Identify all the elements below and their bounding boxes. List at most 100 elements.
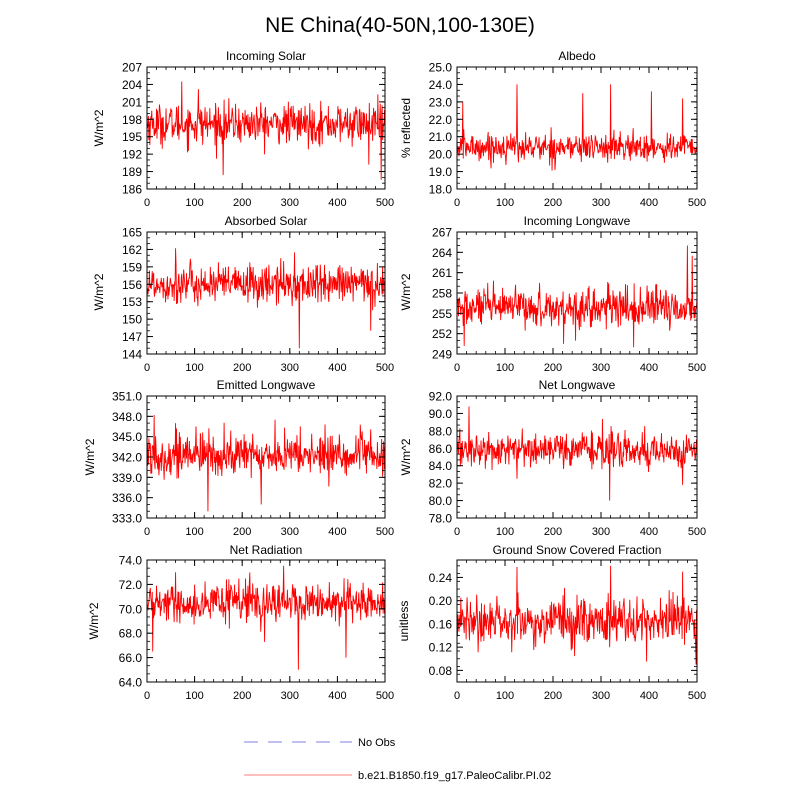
y-tick-label: 18.0 (429, 183, 453, 197)
y-tick-label: 144 (122, 348, 142, 362)
y-tick-label: 74.0 (119, 554, 143, 568)
panel-plot-2: 144 147 150 153 156 159 162 165 0 100 200 300 400 500 (122, 226, 394, 375)
x-tick-label: 200 (544, 362, 562, 374)
x-tick-label: 100 (185, 197, 203, 209)
x-tick-label: 500 (376, 526, 394, 538)
y-tick-label: 156 (122, 278, 142, 292)
x-tick-label: 400 (328, 526, 346, 538)
panel-absorbed-solar: Absorbed Solar W/m^2 (92, 214, 307, 310)
x-tick-label: 100 (185, 526, 203, 538)
panel-incoming-longwave: Incoming Longwave W/m^2 (399, 214, 631, 310)
y-tick-label: 20.0 (429, 148, 453, 162)
x-tick-label: 400 (328, 690, 346, 702)
y-tick-label: 249 (432, 348, 452, 362)
y-tick-label: 23.0 (429, 95, 453, 109)
x-tick-label: 0 (454, 690, 460, 702)
x-tick-label: 400 (328, 362, 346, 374)
x-tick-label: 400 (328, 197, 346, 209)
x-tick-label: 400 (640, 690, 658, 702)
y-tick-label: 201 (122, 95, 142, 109)
series-line (456, 565, 698, 665)
y-tick-label: 88.0 (429, 424, 453, 438)
panel-title: Net Longwave (539, 378, 616, 392)
y-tick-label: 198 (122, 113, 142, 127)
y-tick-label: 264 (432, 246, 452, 260)
y-tick-label: 19.0 (429, 165, 453, 179)
panel-emitted-longwave: Emitted Longwave W/m^2 (83, 378, 316, 475)
x-tick-label: 500 (688, 690, 706, 702)
y-tick-label: 159 (122, 260, 142, 274)
x-tick-label: 300 (281, 526, 299, 538)
y-axis-label: W/m^2 (92, 273, 106, 310)
y-tick-label: 84.0 (429, 459, 453, 473)
panel-plot-7: 0.08 0.12 0.16 0.20 0.24 0 100 200 300 400 500 (429, 559, 706, 702)
x-tick-label: 0 (144, 526, 150, 538)
y-axis-label: W/m^2 (87, 602, 101, 639)
y-tick-label: 189 (122, 165, 142, 179)
panel-title: Net Radiation (230, 543, 303, 557)
x-tick-label: 500 (376, 690, 394, 702)
x-tick-label: 100 (185, 690, 203, 702)
y-tick-label: 72.0 (119, 578, 143, 592)
x-tick-label: 500 (688, 526, 706, 538)
y-tick-label: 267 (432, 226, 452, 240)
y-tick-label: 78.0 (429, 512, 453, 526)
y-tick-label: 204 (122, 78, 142, 92)
legend: No Obs b.e21.B1850.f19_g17.PaleoCalibr.P… (244, 737, 551, 782)
y-tick-label: 333.0 (112, 512, 142, 526)
x-tick-label: 400 (640, 526, 658, 538)
x-tick-label: 100 (496, 690, 514, 702)
plot-frame (146, 559, 386, 683)
panel-net-radiation: Net Radiation W/m^2 (87, 543, 302, 639)
y-tick-label: 70.0 (119, 602, 143, 616)
y-tick-label: 68.0 (119, 627, 143, 641)
x-tick-label: 300 (592, 690, 610, 702)
plot-frame (456, 66, 698, 190)
y-tick-label: 255 (432, 307, 452, 321)
panel-title: Emitted Longwave (217, 378, 316, 392)
x-tick-label: 0 (454, 526, 460, 538)
y-axis-label: W/m^2 (92, 109, 106, 146)
legend-series-label: b.e21.B1850.f19_g17.PaleoCalibr.PI.02 (358, 770, 551, 782)
panel-plot-4: 333.0 336.0 339.0 342.0 345.0 348.0 351.0 0 100 2… (112, 390, 394, 539)
y-tick-label: 150 (122, 313, 142, 327)
plot-frame (146, 231, 386, 355)
panel-albedo: Albedo % reflected (399, 49, 596, 158)
y-tick-label: 351.0 (112, 390, 142, 404)
panel-plot-5: 78.0 80.0 82.0 84.0 86.0 88.0 90.0 92.0 0 100 200 3… (429, 390, 707, 539)
x-tick-label: 200 (233, 362, 251, 374)
x-tick-label: 300 (281, 690, 299, 702)
x-tick-label: 0 (144, 690, 150, 702)
x-tick-label: 500 (688, 197, 706, 209)
x-tick-label: 200 (233, 690, 251, 702)
y-tick-label: 64.0 (119, 676, 143, 690)
y-tick-label: 162 (122, 243, 142, 257)
y-tick-label: 90.0 (429, 407, 453, 421)
y-tick-label: 86.0 (429, 442, 453, 456)
y-tick-label: 165 (122, 226, 142, 240)
y-tick-label: 147 (122, 330, 142, 344)
series-line (456, 84, 698, 171)
panel-plot-1: 18.0 19.0 20.0 21.0 22.0 23.0 24.0 25.0 0 100 200 3… (429, 61, 707, 210)
y-tick-label: 80.0 (429, 494, 453, 508)
y-tick-label: 24.0 (429, 78, 453, 92)
y-tick-label: 342.0 (112, 451, 142, 465)
x-tick-label: 0 (144, 197, 150, 209)
y-axis-label: W/m^2 (399, 273, 413, 310)
x-tick-label: 400 (640, 197, 658, 209)
plot-frame (456, 559, 698, 683)
y-tick-label: 252 (432, 327, 452, 341)
panel-title: Absorbed Solar (225, 214, 308, 228)
panel-title: Ground Snow Covered Fraction (493, 543, 662, 557)
x-tick-label: 500 (688, 362, 706, 374)
x-tick-label: 500 (376, 362, 394, 374)
x-tick-label: 300 (592, 197, 610, 209)
y-tick-label: 336.0 (112, 491, 142, 505)
series-line (146, 81, 386, 180)
y-tick-label: 186 (122, 183, 142, 197)
x-tick-label: 200 (233, 197, 251, 209)
x-tick-label: 200 (544, 526, 562, 538)
panel-net-longwave: Net Longwave W/m^2 (399, 378, 616, 475)
series-line (146, 248, 386, 349)
y-tick-label: 153 (122, 295, 142, 309)
